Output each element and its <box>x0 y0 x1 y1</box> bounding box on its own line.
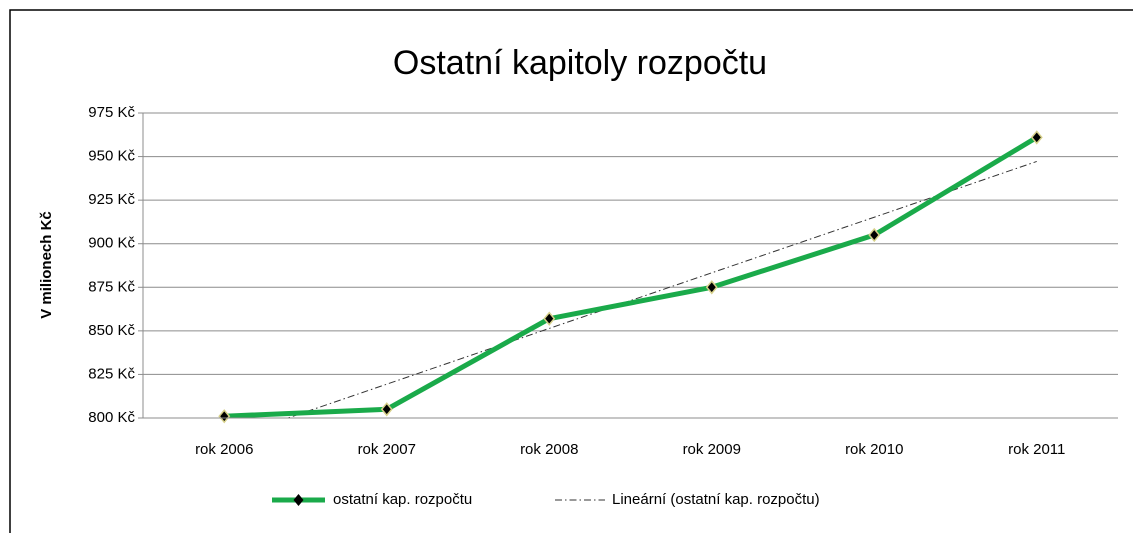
series-line <box>224 135 1039 418</box>
y-axis-label: V milionech Kč <box>38 211 55 319</box>
y-tick-label: 975 Kč <box>88 104 135 121</box>
legend-label: Lineární (ostatní kap. rozpočtu) <box>612 491 820 508</box>
legend-label: ostatní kap. rozpočtu <box>333 491 472 508</box>
x-tick-label: rok 2008 <box>520 441 578 458</box>
y-tick-label: 875 Kč <box>88 278 135 295</box>
x-tick-label: rok 2007 <box>358 441 416 458</box>
marker <box>380 402 393 417</box>
legend-marker <box>293 494 304 506</box>
trend-line <box>286 160 1037 418</box>
x-tick-label: rok 2011 <box>1008 441 1065 458</box>
plot-area <box>224 135 1039 418</box>
marker <box>218 409 231 424</box>
y-tick-label: 925 Kč <box>88 191 135 208</box>
y-tick-label: 850 Kč <box>88 322 135 339</box>
y-tick-label: 825 Kč <box>88 365 135 382</box>
x-tick-label: rok 2009 <box>683 441 741 458</box>
x-tick-label: rok 2006 <box>195 441 253 458</box>
y-tick-label: 900 Kč <box>88 235 135 252</box>
x-tick-label: rok 2010 <box>845 441 903 458</box>
y-tick-label: 800 Kč <box>88 409 135 426</box>
chart-title: Ostatní kapitoly rozpočtu <box>393 44 767 82</box>
marker <box>705 280 718 295</box>
chart-border <box>9 9 1133 533</box>
marker <box>868 227 881 243</box>
y-tick-label: 950 Kč <box>88 148 135 165</box>
marker <box>543 311 556 326</box>
marker <box>1030 130 1043 145</box>
